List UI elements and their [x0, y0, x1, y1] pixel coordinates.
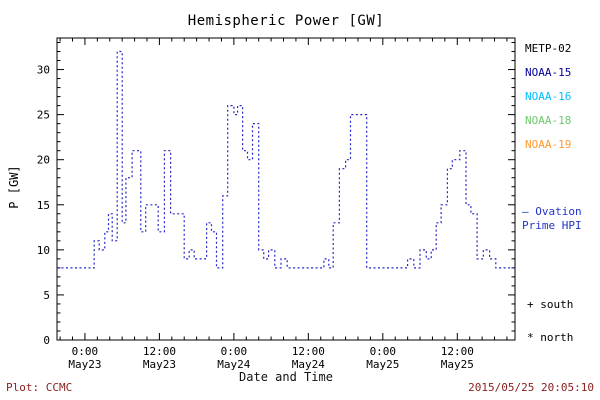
- svg-text:25: 25: [37, 109, 50, 122]
- svg-text:May24: May24: [292, 358, 325, 371]
- ovation-note-line1: — Ovation: [522, 205, 582, 218]
- south-marker-label: + south: [527, 298, 574, 311]
- chart-title: Hemispheric Power [GW]: [187, 13, 385, 29]
- ovation-note: — Ovation Prime HPI: [522, 205, 582, 233]
- satellite-legend: METP-02 NOAA-15 NOAA-16 NOAA-18 NOAA-19: [525, 42, 571, 162]
- north-marker-label: * north: [527, 331, 574, 344]
- svg-text:May23: May23: [68, 358, 101, 371]
- timestamp: 2015/05/25 20:05:10: [468, 381, 594, 394]
- plot-credit: Plot: CCMC: [6, 381, 73, 394]
- svg-text:10: 10: [37, 244, 50, 257]
- ovation-note-line2: Prime HPI: [522, 219, 582, 232]
- svg-text:May25: May25: [441, 358, 474, 371]
- svg-text:0:00: 0:00: [221, 345, 248, 358]
- legend-item-noaa-15: NOAA-15: [525, 66, 572, 79]
- legend-item-noaa-18: NOAA-18: [525, 114, 572, 127]
- svg-text:5: 5: [43, 289, 50, 302]
- svg-text:15: 15: [37, 199, 50, 212]
- svg-text:12:00: 12:00: [292, 345, 325, 358]
- y-axis-label: P [GW]: [7, 165, 21, 209]
- legend-item-noaa-16: NOAA-16: [525, 90, 572, 103]
- svg-text:May25: May25: [366, 358, 399, 371]
- x-axis-label: Date and Time: [239, 370, 333, 384]
- svg-text:30: 30: [37, 64, 50, 77]
- svg-text:0:00: 0:00: [72, 345, 99, 358]
- legend-item-noaa-19: NOAA-19: [525, 138, 572, 151]
- legend-item-metp-02: METP-02: [525, 42, 572, 55]
- svg-text:May24: May24: [217, 358, 250, 371]
- svg-text:12:00: 12:00: [143, 345, 176, 358]
- svg-text:May23: May23: [143, 358, 176, 371]
- svg-text:20: 20: [37, 154, 50, 167]
- svg-text:0: 0: [43, 334, 50, 347]
- svg-text:0:00: 0:00: [370, 345, 397, 358]
- svg-text:12:00: 12:00: [441, 345, 474, 358]
